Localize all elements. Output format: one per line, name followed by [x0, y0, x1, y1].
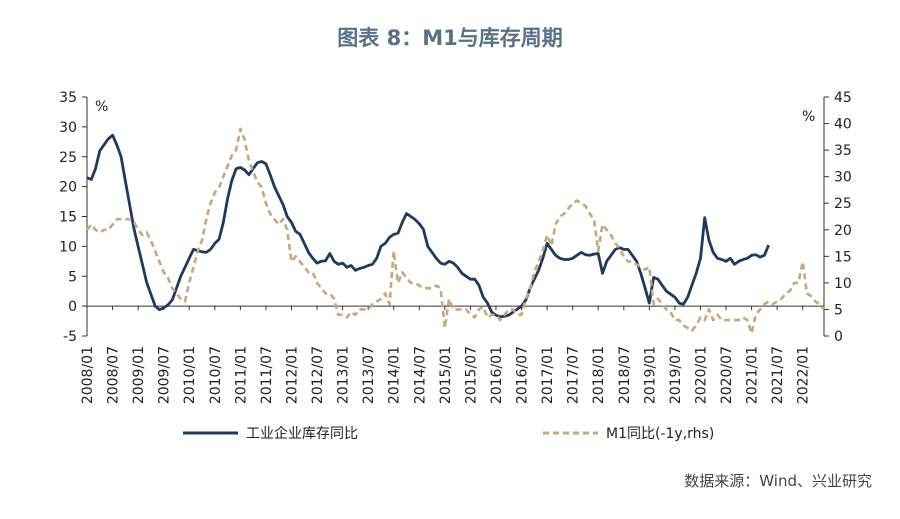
x-tick-label: 2009/07: [157, 346, 173, 404]
x-tick-label: 2020/01: [693, 346, 709, 404]
x-tick-label: 2013/07: [361, 346, 377, 404]
x-tick-label: 2015/07: [463, 346, 479, 404]
x-tick-label: 2018/01: [591, 346, 607, 404]
right-tick-label: 5: [834, 302, 843, 318]
source-note: 数据来源：Wind、兴业研究: [684, 472, 872, 490]
series-line-2: [85, 127, 826, 335]
x-tick-label: 2012/01: [284, 346, 300, 404]
left-tick-label: 35: [59, 90, 77, 106]
left-tick-label: 5: [68, 269, 77, 285]
x-tick-label: 2022/01: [796, 346, 812, 404]
x-tick-label: 2016/01: [489, 346, 505, 404]
x-tick-label: 2017/01: [540, 346, 556, 404]
x-tick-label: 2010/01: [182, 346, 198, 404]
x-tick-label: 2017/07: [566, 346, 582, 404]
series-line-1: [86, 133, 770, 319]
axes: -5 0 5 10 15 20 25 30 35% 0 5 10 15 20 25 30 35 40 45% 2008…: [59, 90, 852, 404]
legend-label-2: M1同比(-1y,rhs): [606, 426, 714, 442]
x-tick-label: 2011/01: [233, 346, 249, 404]
x-tick-label: 2008/01: [80, 346, 96, 404]
left-tick-label: 20: [59, 180, 77, 196]
x-tick-label: 2021/01: [745, 346, 761, 404]
x-tick-label: 2008/07: [106, 346, 122, 404]
x-tick-label: 2011/07: [259, 346, 275, 404]
right-tick-label: 0: [834, 329, 843, 345]
x-tick-label: 2010/07: [208, 346, 224, 404]
right-tick-label: 20: [834, 223, 852, 239]
right-tick-label: 25: [834, 196, 852, 212]
right-tick-label: 40: [834, 117, 852, 133]
chart-title: 图表 8：M1与库存周期: [337, 26, 563, 50]
left-tick-label: 10: [59, 239, 77, 255]
x-tick-label: 2021/07: [770, 346, 786, 404]
x-tick-label: 2009/01: [131, 346, 147, 404]
right-tick-label: 30: [834, 170, 852, 186]
x-tick-label: 2016/07: [515, 346, 531, 404]
series-layer: [85, 127, 826, 335]
right-tick-label: 10: [834, 276, 852, 292]
x-tick-label: 2020/07: [719, 346, 735, 404]
x-tick-label: 2019/01: [642, 346, 658, 404]
x-tick-label: 2013/01: [336, 346, 352, 404]
right-tick-label: 45: [834, 90, 852, 106]
x-tick-label: 2012/07: [310, 346, 326, 404]
right-tick-label: 15: [834, 249, 852, 265]
left-tick-label: 15: [59, 210, 77, 226]
left-unit-label: %: [95, 99, 108, 115]
legend: 工业企业库存同比 M1同比(-1y,rhs): [183, 425, 714, 442]
left-tick-label: -5: [63, 329, 77, 345]
x-tick-label: 2019/07: [668, 346, 684, 404]
right-unit-label: %: [802, 109, 815, 125]
left-tick-label: 0: [68, 299, 77, 315]
x-tick-label: 2015/01: [438, 346, 454, 404]
x-tick-label: 2014/07: [412, 346, 428, 404]
x-tick-label: 2018/07: [617, 346, 633, 404]
right-tick-label: 35: [834, 143, 852, 159]
x-tick-label: 2014/01: [387, 346, 403, 404]
legend-label-1: 工业企业库存同比: [246, 425, 358, 442]
left-tick-label: 30: [59, 120, 77, 136]
left-tick-label: 25: [59, 150, 77, 166]
